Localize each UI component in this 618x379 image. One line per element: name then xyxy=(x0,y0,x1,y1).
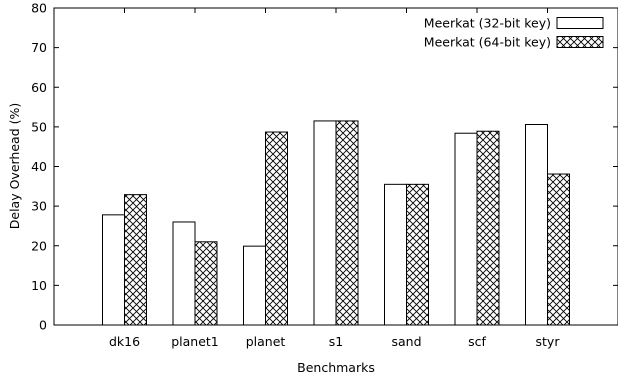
x-tick-label: planet xyxy=(246,334,286,349)
y-tick-label: 10 xyxy=(31,278,47,293)
x-tick-label: styr xyxy=(536,334,561,349)
bar-64bit-sand xyxy=(406,183,429,326)
bar-64bit-planet1 xyxy=(194,241,218,326)
bar-64bit-scf xyxy=(476,130,500,326)
legend-label: Meerkat (64-bit key) xyxy=(424,35,551,50)
bar-32bit-dk16 xyxy=(102,214,125,326)
bar-32bit-planet xyxy=(243,245,266,326)
bar-64bit-s1 xyxy=(335,120,359,326)
y-tick-label: 20 xyxy=(31,238,47,253)
x-tick-label: planet1 xyxy=(171,334,219,349)
x-axis-title: Benchmarks xyxy=(297,360,375,375)
legend-label: Meerkat (32-bit key) xyxy=(424,16,551,31)
bar-32bit-s1 xyxy=(313,120,337,326)
x-tick-label: sand xyxy=(391,334,421,349)
y-tick-label: 70 xyxy=(31,40,47,55)
bar-64bit-dk16 xyxy=(124,194,147,326)
x-tick-label: s1 xyxy=(329,334,343,349)
bar-32bit-scf xyxy=(454,132,478,326)
y-tick-label: 0 xyxy=(39,318,47,333)
y-tick-label: 40 xyxy=(31,159,47,174)
y-tick-label: 60 xyxy=(31,80,47,95)
bar-64bit-planet xyxy=(265,131,288,326)
bar-32bit-planet1 xyxy=(172,221,196,326)
y-tick-label: 80 xyxy=(31,1,47,16)
legend-swatch xyxy=(556,36,604,48)
bar-32bit-styr xyxy=(525,123,548,326)
legend-swatch xyxy=(556,17,604,29)
bar-32bit-sand xyxy=(384,183,407,326)
x-tick-label: dk16 xyxy=(109,334,140,349)
y-axis-title: Delay Overhead (%) xyxy=(7,103,22,229)
x-tick-label: scf xyxy=(468,334,486,349)
bar-64bit-styr xyxy=(547,173,570,326)
y-tick-label: 50 xyxy=(31,119,47,134)
y-tick-label: 30 xyxy=(31,199,47,214)
